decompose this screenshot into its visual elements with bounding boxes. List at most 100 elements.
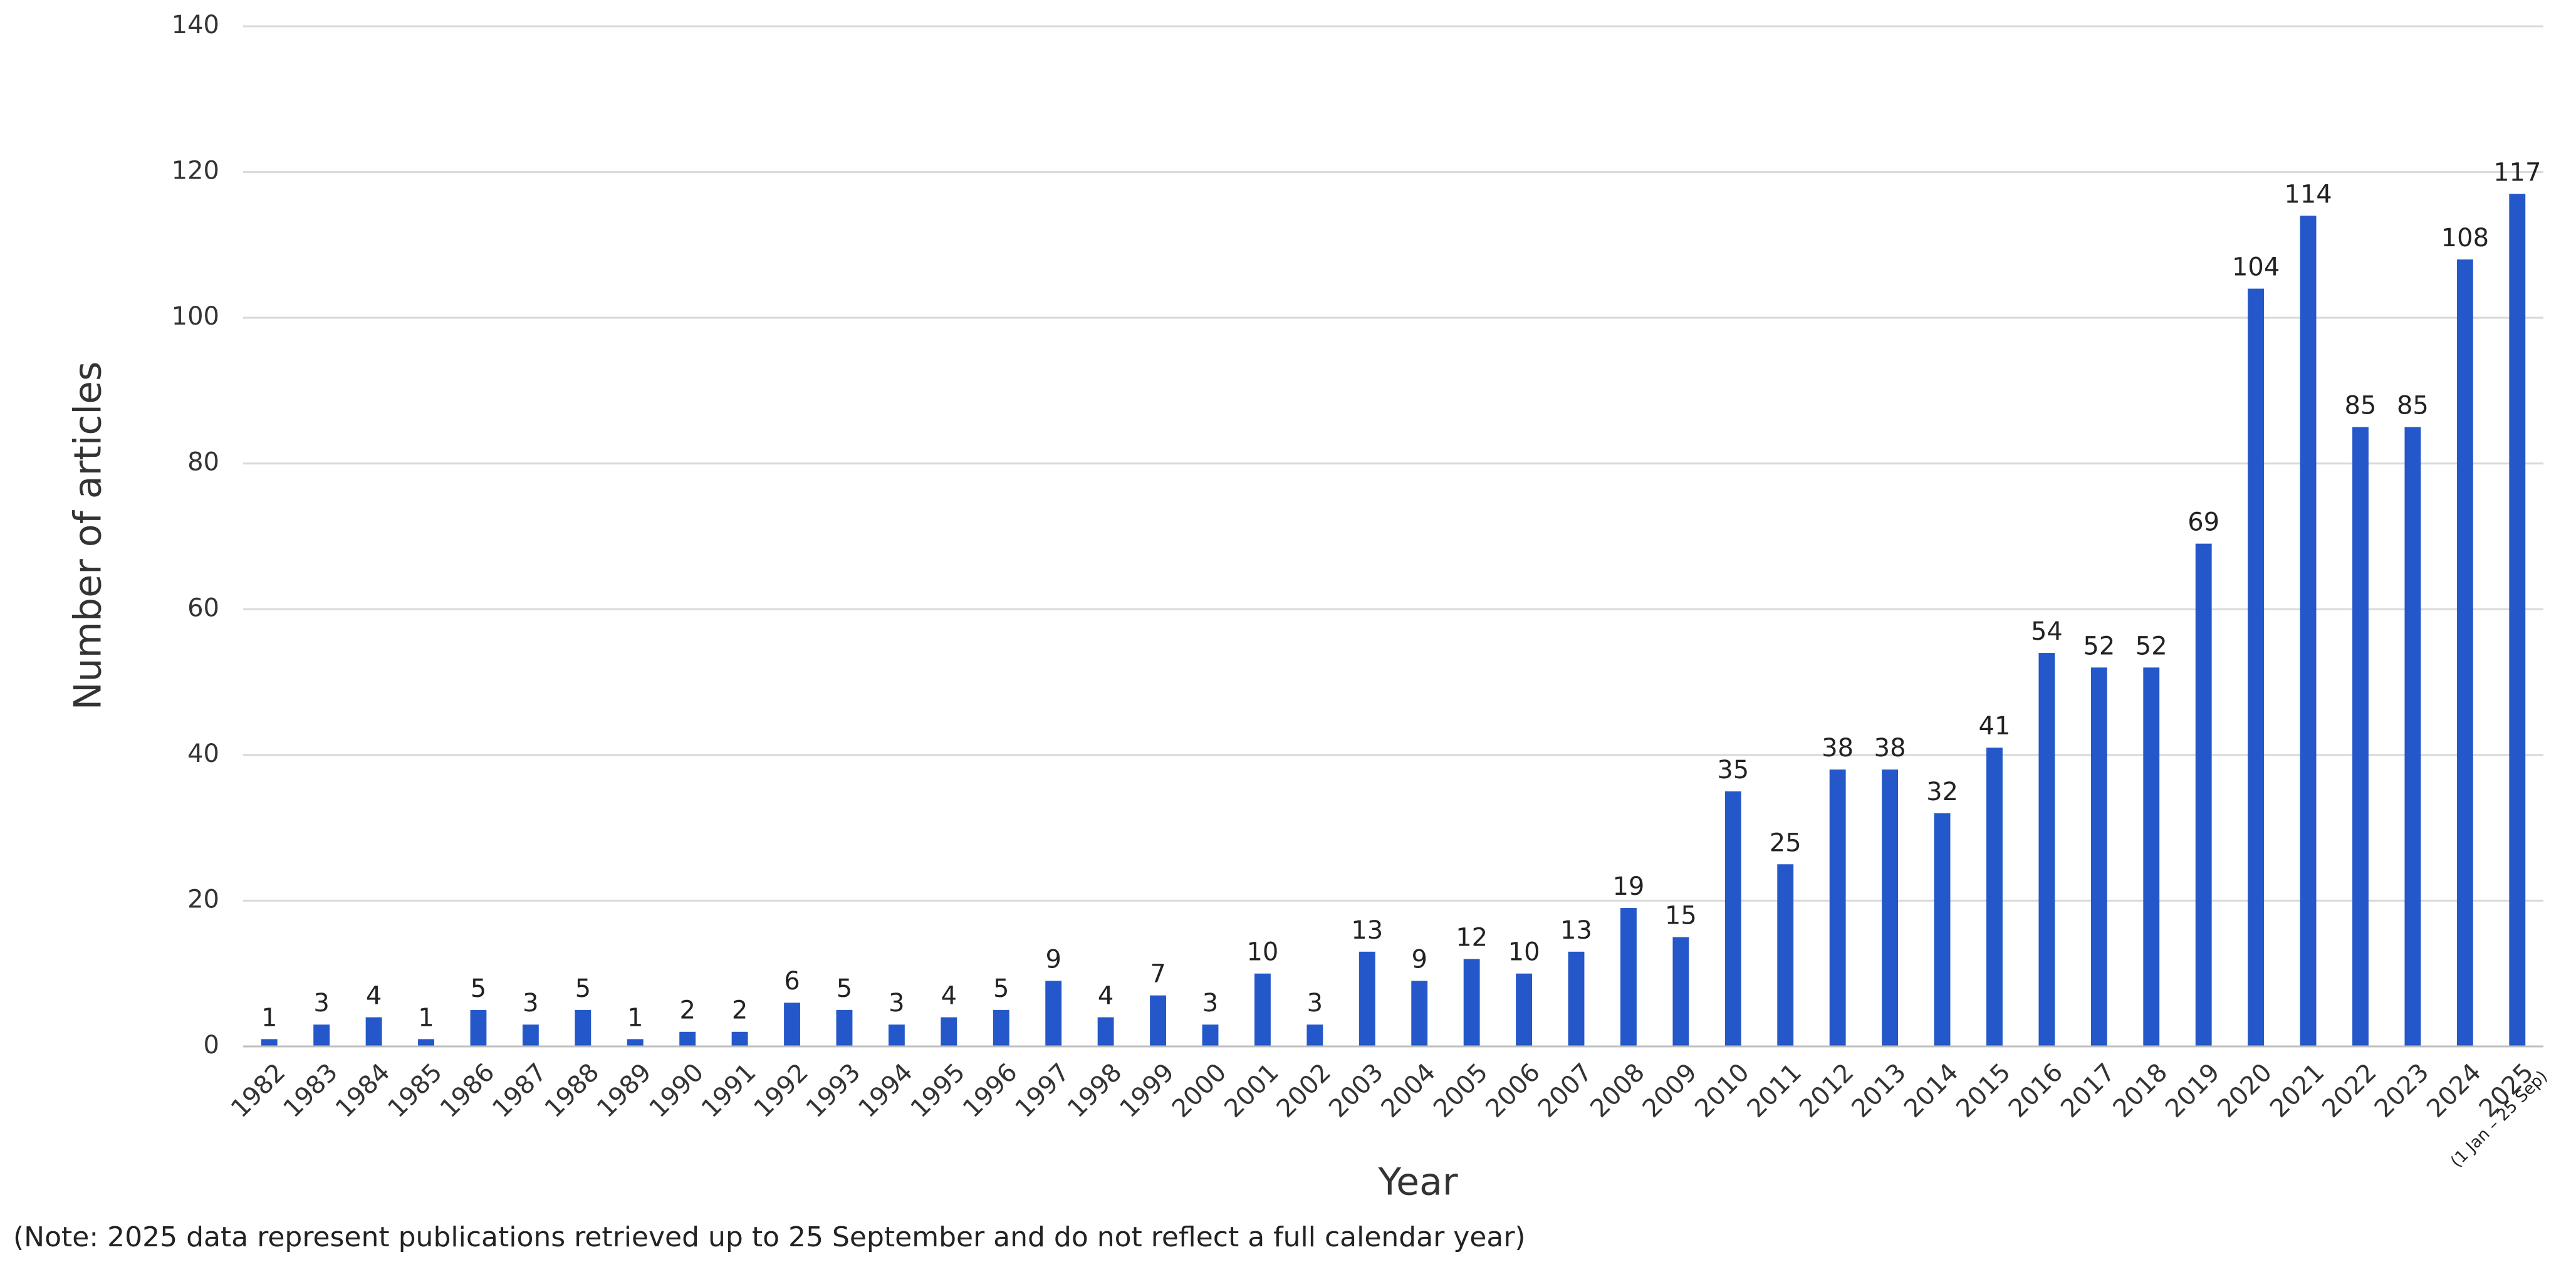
data-label: 4 [366, 981, 382, 1010]
bar [2404, 427, 2421, 1046]
y-tick-label: 40 [187, 739, 219, 768]
x-tick-label: 2004 [1376, 1058, 1442, 1123]
x-tick-label: 1989 [592, 1058, 657, 1123]
data-label: 35 [1717, 756, 1749, 785]
bar [522, 1024, 539, 1046]
data-label: 52 [2083, 632, 2115, 660]
data-label: 38 [1822, 734, 1854, 763]
bar [313, 1024, 330, 1046]
data-label: 69 [2188, 508, 2219, 537]
bar [784, 1003, 800, 1046]
x-tick-label: 1994 [853, 1058, 919, 1123]
x-tick-label: 1998 [1062, 1058, 1128, 1123]
data-label: 38 [1874, 734, 1906, 763]
data-label: 13 [1560, 916, 1592, 945]
x-tick-label: 2014 [1899, 1058, 1964, 1123]
bar [1463, 959, 1480, 1046]
x-tick-label: 1987 [487, 1058, 553, 1123]
data-label: 19 [1612, 872, 1644, 901]
data-label: 10 [1246, 938, 1278, 967]
y-tick-label: 0 [204, 1031, 219, 1060]
data-label: 3 [313, 989, 329, 1018]
x-tick-label: 2015 [1951, 1058, 2016, 1123]
bar [2195, 543, 2212, 1046]
data-label: 13 [1351, 916, 1383, 945]
bar [2143, 667, 2160, 1046]
data-label: 6 [784, 967, 800, 996]
x-tick-label: 2005 [1428, 1058, 1494, 1123]
bar [627, 1039, 644, 1046]
y-tick-label: 120 [172, 157, 219, 185]
x-tick-label: 1999 [1114, 1058, 1180, 1123]
bar [1672, 937, 1689, 1046]
data-label: 54 [2031, 617, 2063, 646]
bar [418, 1039, 434, 1046]
x-tick-label: 2019 [2160, 1058, 2226, 1123]
data-label: 117 [2493, 158, 2541, 187]
data-label: 104 [2232, 253, 2280, 282]
bar [993, 1009, 1009, 1046]
bar [2248, 288, 2265, 1047]
x-tick-label: 1986 [435, 1058, 501, 1123]
x-tick-label: 1988 [540, 1058, 605, 1123]
x-tick-label: 2016 [2003, 1058, 2069, 1123]
x-tick-label: 2008 [1585, 1058, 1650, 1123]
bar [1254, 973, 1271, 1046]
bar [941, 1017, 957, 1046]
bar [1829, 769, 1846, 1046]
bar [1045, 981, 1062, 1046]
data-label: 108 [2441, 224, 2489, 253]
x-tick-label: 2010 [1689, 1058, 1755, 1123]
x-tick-label: 2018 [2108, 1058, 2174, 1123]
data-label: 25 [1770, 828, 1802, 857]
data-label: 10 [1508, 938, 1540, 967]
data-label: 4 [1098, 981, 1113, 1010]
bar [1934, 813, 1951, 1046]
x-axis-title: Year [1377, 1160, 1457, 1204]
bar [1777, 864, 1794, 1046]
data-label: 2 [732, 996, 748, 1025]
data-label: 5 [575, 974, 591, 1003]
x-tick-label: 1982 [226, 1058, 291, 1123]
bar [2090, 667, 2107, 1046]
x-tick-label: 2007 [1533, 1058, 1598, 1123]
bar [731, 1031, 748, 1046]
data-label: 5 [993, 974, 1009, 1003]
data-label: 52 [2135, 632, 2167, 660]
x-tick-label: 1990 [644, 1058, 710, 1123]
x-tick-label: 2017 [2055, 1058, 2121, 1123]
bar [2352, 427, 2369, 1046]
data-label: 12 [1456, 923, 1488, 952]
data-label: 9 [1045, 945, 1061, 974]
bar [1097, 1017, 1114, 1046]
x-tick-label: 2000 [1167, 1058, 1233, 1123]
data-label: 2 [679, 996, 695, 1025]
data-label: 4 [941, 981, 957, 1010]
bar [365, 1017, 382, 1046]
bar [261, 1039, 278, 1046]
bar [2509, 194, 2526, 1046]
x-tick-label: 1984 [330, 1058, 396, 1123]
y-tick-label: 60 [187, 593, 219, 622]
x-tick-label: 1991 [696, 1058, 762, 1123]
bar [1620, 908, 1637, 1046]
x-tick-label: 2011 [1742, 1058, 1808, 1123]
y-tick-label: 140 [172, 11, 219, 39]
bar [679, 1031, 696, 1046]
x-tick-label: 2001 [1219, 1058, 1285, 1123]
x-tick-label: 1995 [905, 1058, 971, 1123]
bar [1882, 769, 1899, 1046]
data-label: 41 [1979, 712, 2011, 741]
data-label: 5 [471, 974, 486, 1003]
bar [1411, 981, 1428, 1046]
bar [836, 1009, 853, 1046]
x-tick-label: 1997 [1010, 1058, 1076, 1123]
y-tick-label: 100 [172, 302, 219, 331]
data-label: 1 [418, 1003, 434, 1032]
data-label: 3 [889, 989, 904, 1018]
x-tick-label: 1993 [801, 1058, 867, 1123]
data-label: 7 [1150, 960, 1165, 989]
data-label: 5 [837, 974, 852, 1003]
x-tick-label: 2013 [1846, 1058, 1912, 1123]
data-label: 3 [523, 989, 538, 1018]
